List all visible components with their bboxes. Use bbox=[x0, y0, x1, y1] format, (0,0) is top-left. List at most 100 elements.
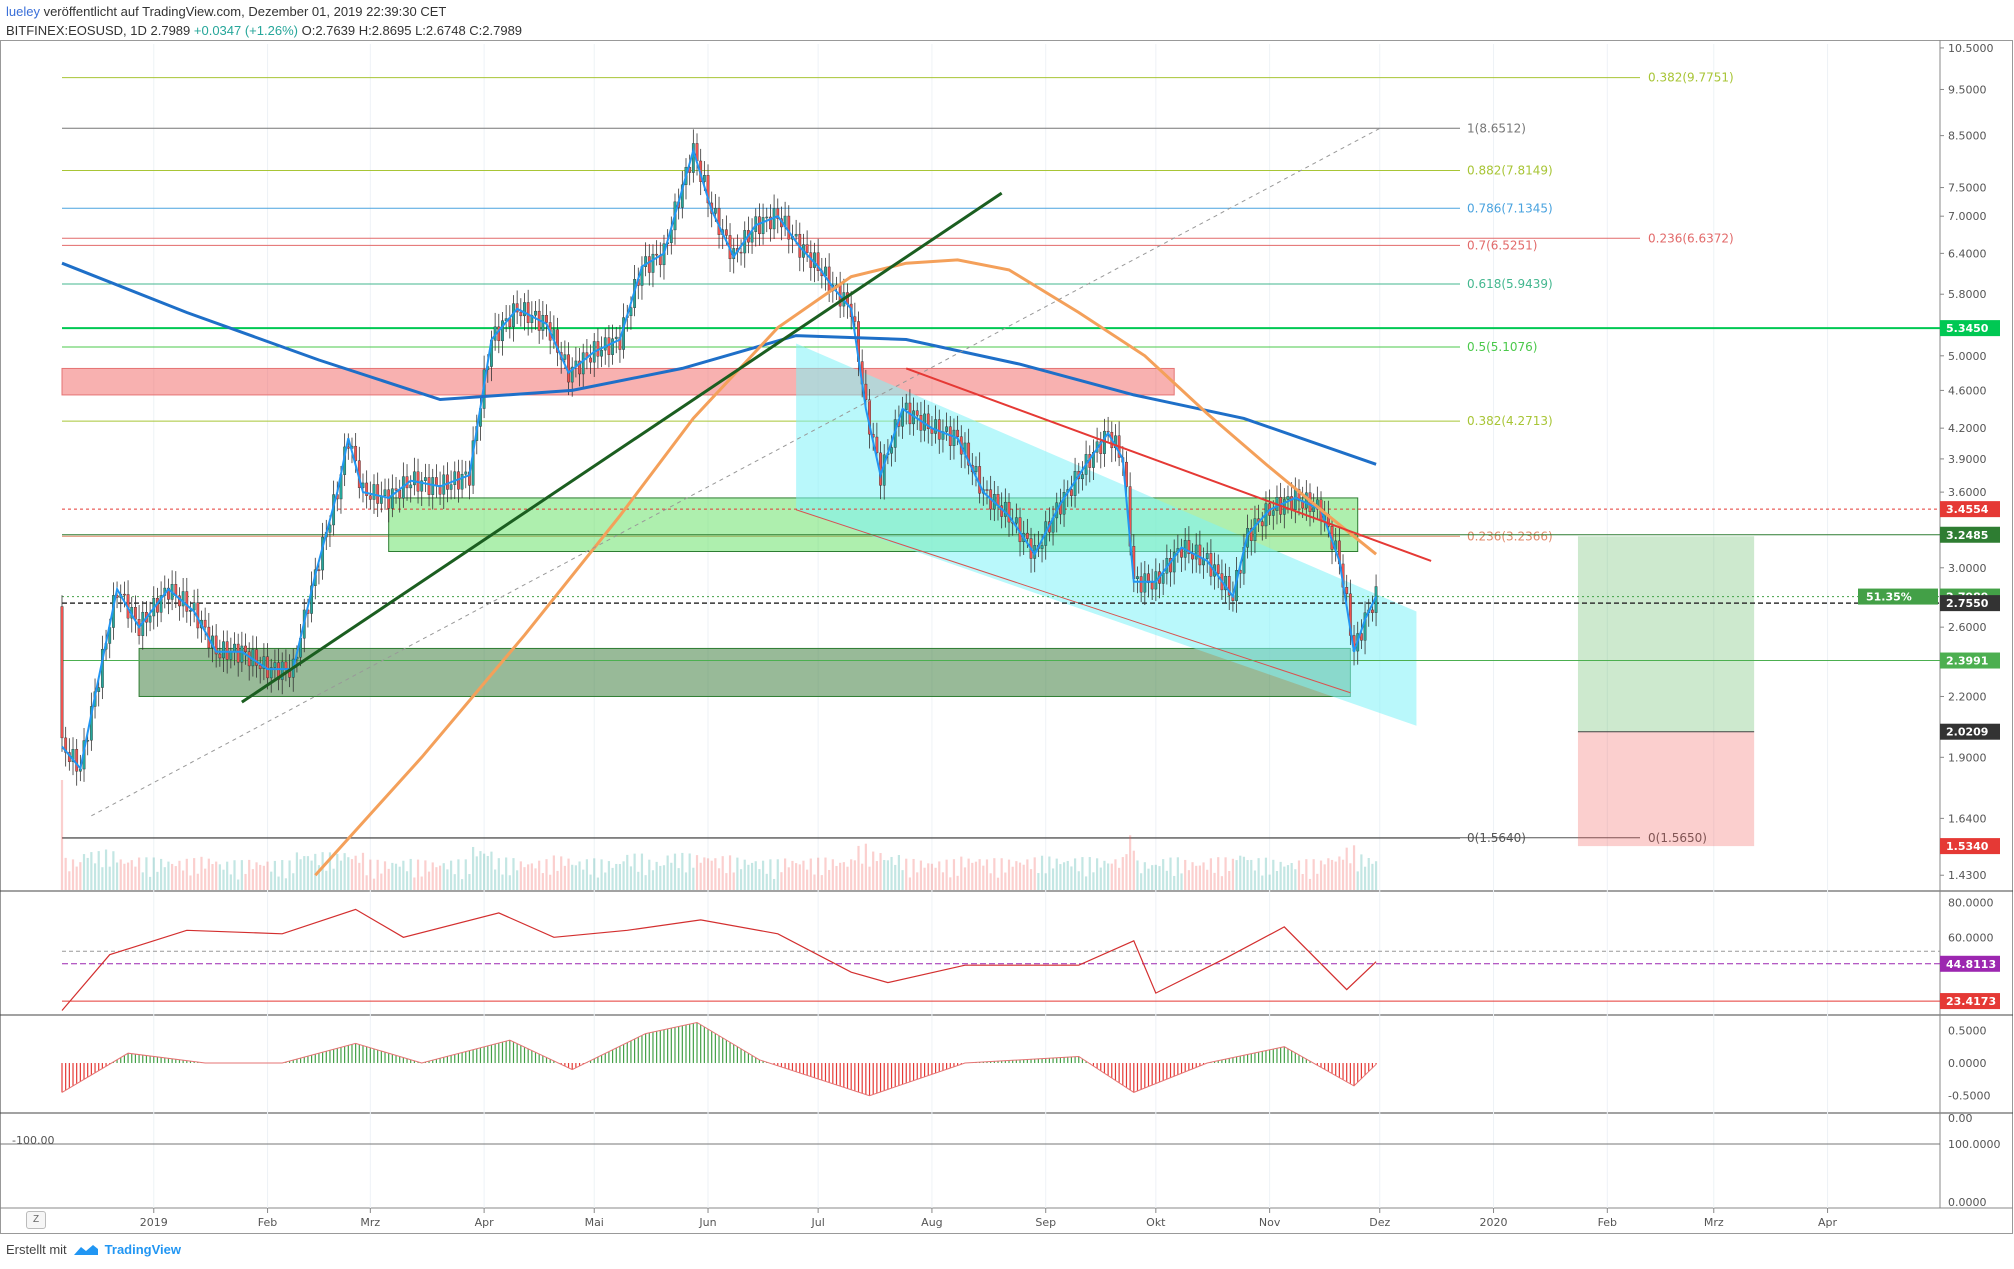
price-tag-label: 3.2485 bbox=[1946, 529, 1988, 542]
volume-bar bbox=[1371, 863, 1374, 890]
volume-bar bbox=[927, 863, 930, 890]
price-tick-label: 2.2000 bbox=[1948, 690, 1987, 703]
volume-bar bbox=[1129, 835, 1132, 890]
volume-bar bbox=[108, 866, 111, 890]
candle-body bbox=[794, 233, 798, 237]
candle-body bbox=[1099, 441, 1103, 454]
candle-body bbox=[813, 252, 816, 268]
volume-bar bbox=[1279, 861, 1282, 890]
volume-bar bbox=[908, 877, 912, 890]
candle-body bbox=[945, 426, 949, 432]
volume-bar bbox=[226, 861, 229, 890]
candle-body bbox=[453, 471, 457, 485]
volume-bar bbox=[743, 859, 746, 890]
volume-bar bbox=[1162, 859, 1165, 890]
volume-bar bbox=[706, 858, 710, 890]
volume-bar bbox=[119, 859, 122, 890]
pane4-tick-label: 0.0000 bbox=[1948, 1196, 1987, 1209]
volume-bar bbox=[1084, 876, 1088, 890]
volume-bar bbox=[813, 874, 816, 890]
volume-bar bbox=[1114, 859, 1117, 890]
volume-bar bbox=[281, 860, 284, 890]
candle-body bbox=[387, 489, 391, 509]
volume-bar bbox=[1147, 868, 1150, 890]
volume-bar bbox=[472, 846, 475, 890]
volume-bar bbox=[791, 860, 794, 890]
volume-bar bbox=[747, 864, 750, 890]
volume-bar bbox=[1125, 854, 1128, 890]
volume-bar bbox=[1330, 859, 1334, 890]
volume-bar bbox=[79, 862, 82, 890]
candle-body bbox=[926, 413, 930, 430]
macd-tick-label: 0.5000 bbox=[1948, 1024, 1987, 1037]
volume-bar bbox=[299, 859, 302, 890]
tradingview-brand[interactable]: TradingView bbox=[104, 1242, 182, 1257]
volume-bar bbox=[1073, 858, 1077, 890]
volume-bar bbox=[310, 860, 313, 890]
macd-tick-label: -0.5000 bbox=[1948, 1090, 1990, 1103]
volume-bar bbox=[156, 871, 159, 890]
volume-bar bbox=[193, 858, 196, 890]
fib-level-label: 0.382(4.2713) bbox=[1467, 414, 1553, 428]
candle-body bbox=[398, 490, 402, 499]
candle-body bbox=[1345, 587, 1349, 595]
volume-bar bbox=[1338, 856, 1341, 890]
volume-bar bbox=[1048, 856, 1051, 890]
candle-body bbox=[354, 445, 358, 461]
volume-bar bbox=[567, 858, 570, 890]
volume-bar bbox=[442, 863, 445, 890]
candle-body bbox=[1172, 552, 1176, 573]
volume-bar bbox=[1272, 859, 1275, 890]
candle-body bbox=[644, 256, 648, 267]
volume-bar bbox=[967, 858, 970, 890]
candle-body bbox=[1125, 461, 1128, 487]
zoom-button[interactable]: Z bbox=[26, 1211, 46, 1229]
volume-bar bbox=[394, 863, 398, 890]
volume-bar bbox=[97, 851, 100, 890]
volume-bar bbox=[207, 858, 210, 890]
candle-body bbox=[853, 316, 857, 322]
symbol-label: BITFINEX:EOSUSD, 1D bbox=[6, 23, 147, 38]
volume-bar bbox=[1191, 862, 1194, 890]
volume-bar bbox=[615, 863, 618, 890]
volume-bar bbox=[982, 865, 985, 890]
volume-bar bbox=[780, 872, 783, 890]
candle-body bbox=[233, 643, 236, 653]
moving-average-line bbox=[314, 258, 1378, 877]
candle-body bbox=[545, 315, 548, 323]
volume-bar bbox=[916, 872, 919, 890]
volume-bar bbox=[846, 866, 849, 890]
volume-bar bbox=[949, 877, 952, 890]
volume-bar bbox=[211, 864, 214, 890]
candle-body bbox=[702, 175, 706, 182]
candle-body bbox=[1216, 564, 1220, 574]
volume-bar bbox=[772, 878, 776, 890]
volume-bar bbox=[835, 865, 838, 890]
volume-bar bbox=[1151, 865, 1154, 890]
candle-body bbox=[189, 609, 192, 612]
candle-body bbox=[1081, 474, 1084, 480]
volume-bar bbox=[244, 873, 247, 890]
volume-bar bbox=[817, 857, 820, 890]
author-link[interactable]: lueley bbox=[6, 4, 40, 19]
fib-level-label: 0.882(7.8149) bbox=[1467, 163, 1553, 177]
volume-bar bbox=[930, 863, 934, 890]
volume-bar bbox=[861, 863, 864, 890]
candle-body bbox=[713, 208, 717, 214]
volume-bar bbox=[1000, 858, 1003, 890]
volume-bar bbox=[501, 874, 504, 890]
candle-body bbox=[1286, 496, 1290, 500]
volume-bar bbox=[1184, 859, 1187, 890]
volume-bar bbox=[383, 861, 387, 890]
long-target-zone bbox=[1577, 536, 1755, 732]
volume-bar bbox=[857, 845, 860, 890]
volume-bar bbox=[1165, 870, 1168, 890]
volume-bar bbox=[1261, 875, 1264, 890]
candle-body bbox=[269, 667, 273, 679]
candle-body bbox=[1312, 507, 1316, 512]
volume-bar bbox=[270, 871, 273, 890]
volume-bar bbox=[769, 859, 772, 890]
volume-bar bbox=[134, 866, 137, 890]
volume-bar bbox=[171, 863, 174, 890]
